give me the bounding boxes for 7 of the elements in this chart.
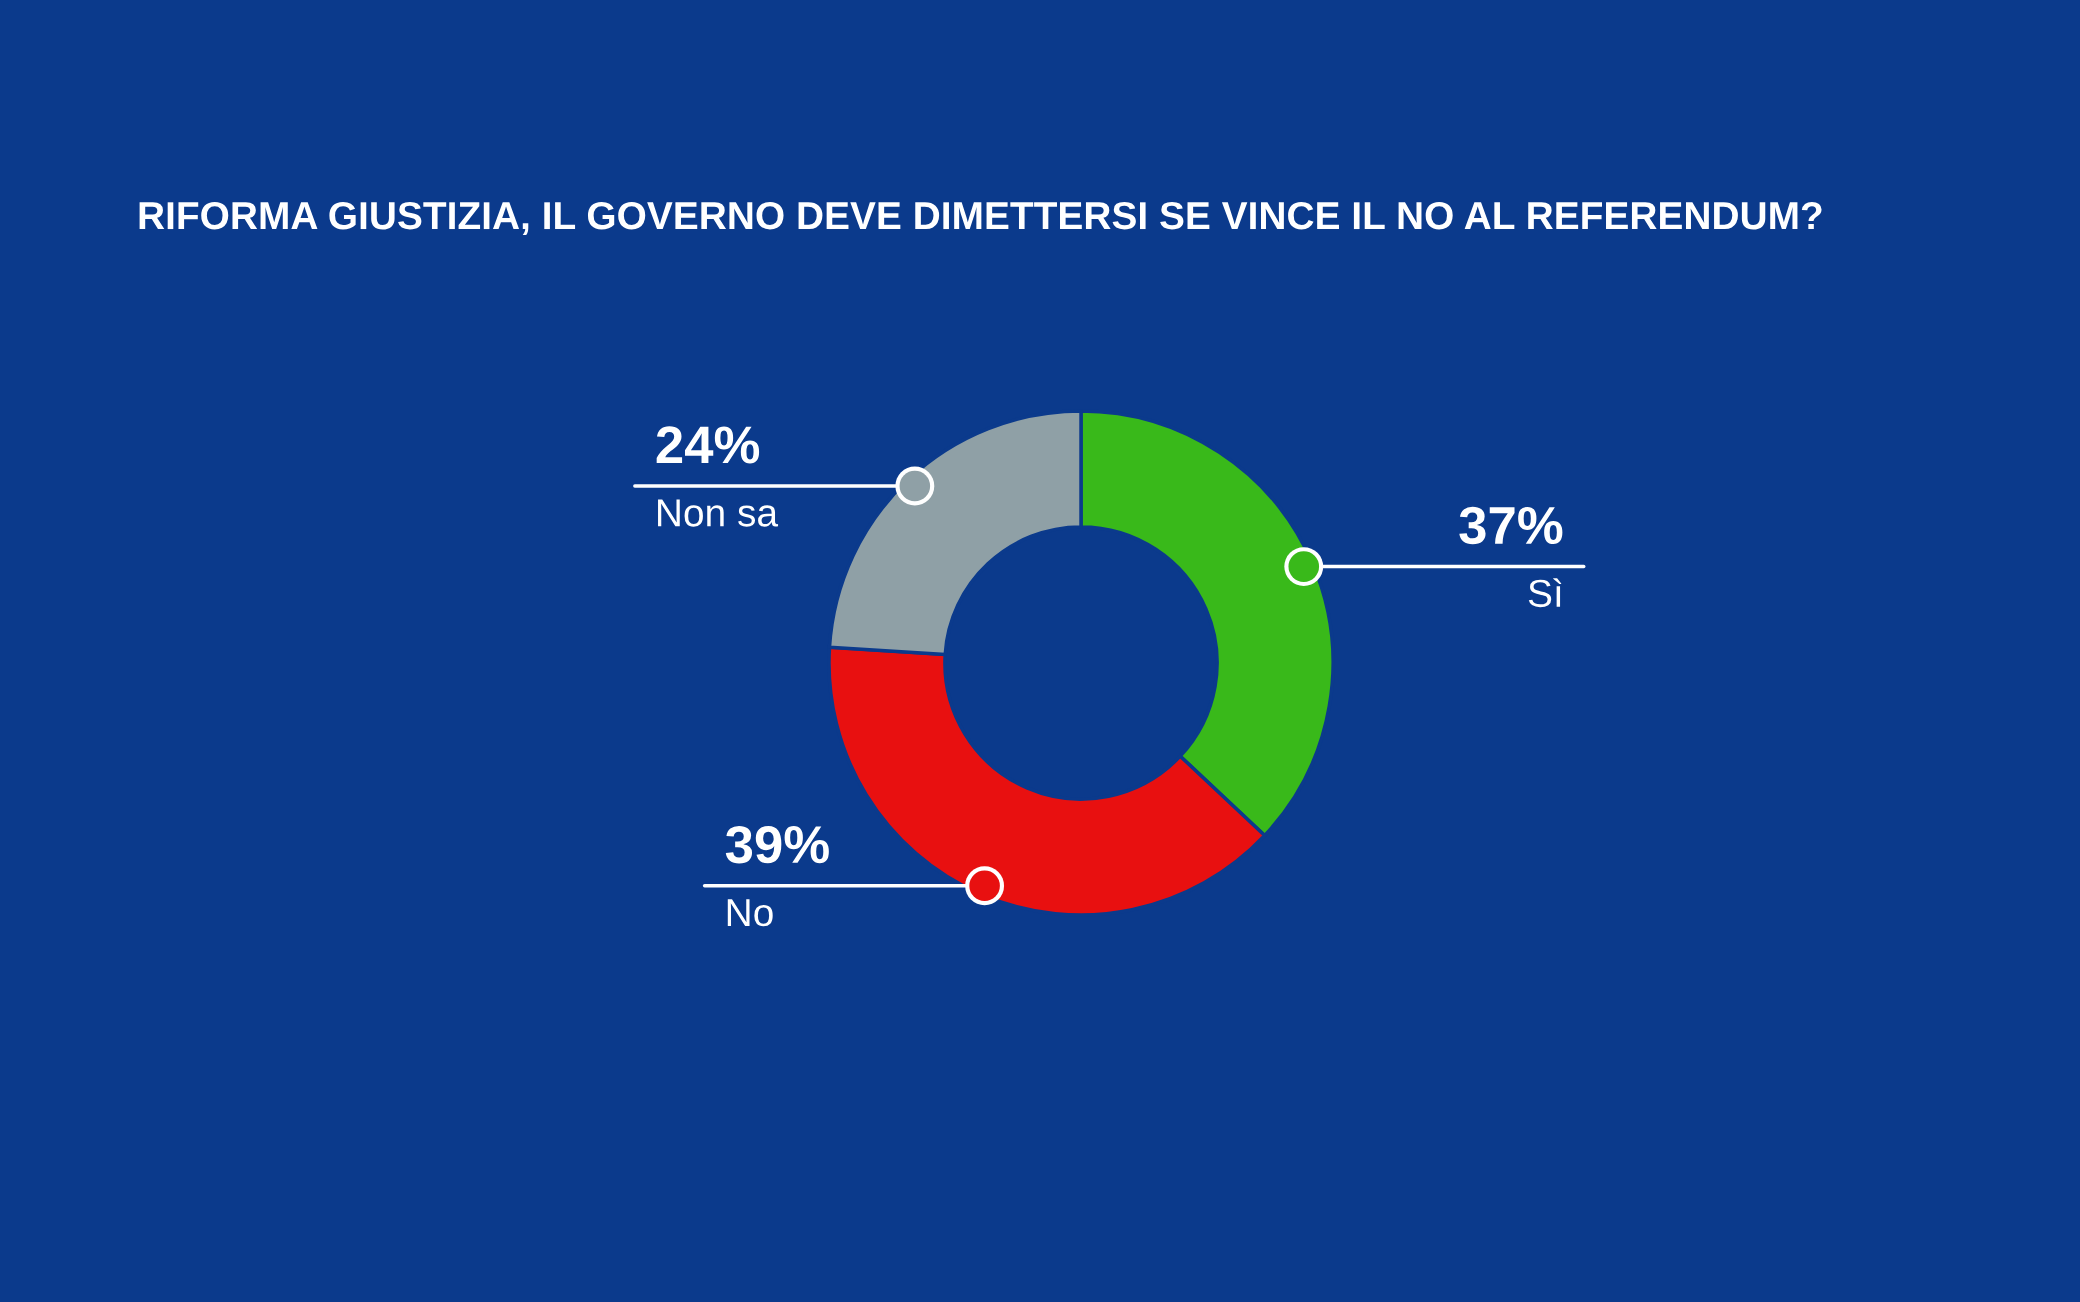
data-label: 24% bbox=[656, 426, 760, 464]
slice-label: No bbox=[727, 899, 773, 927]
slice-label: Sì bbox=[1528, 578, 1562, 608]
chart-title: RIFORMA GIUSTIZIA, IL GOVERNO DEVE DIMETTERSI SE VINCE IL NO AL REFERENDUM? bbox=[139, 201, 1822, 236]
slice-label: Non sa bbox=[658, 499, 779, 527]
data-label: 39% bbox=[725, 825, 829, 864]
data-label: 37% bbox=[1459, 506, 1563, 545]
